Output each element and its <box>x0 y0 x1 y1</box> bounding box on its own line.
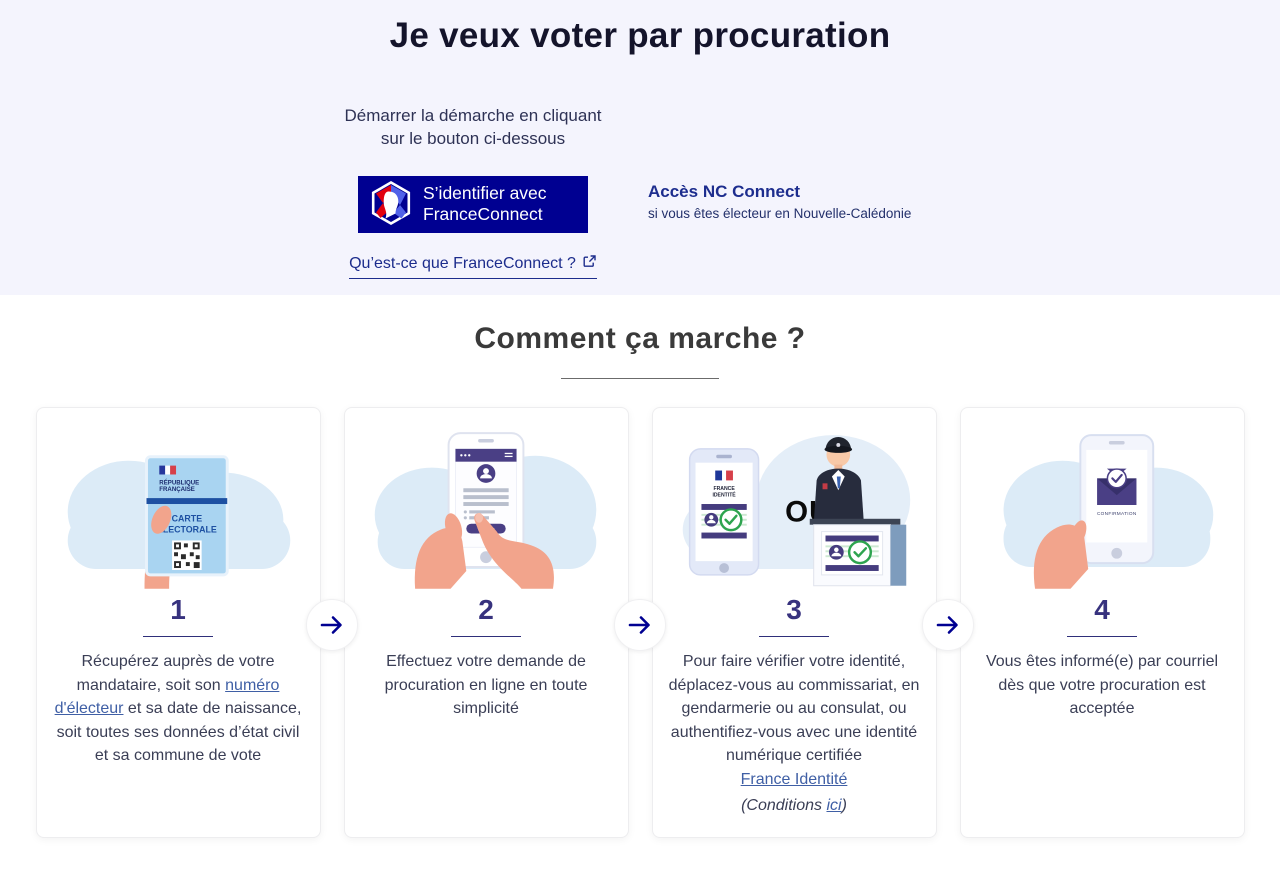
nc-connect-block: Accès NC Connect si vous êtes électeur e… <box>648 182 911 221</box>
step4-illustration: CONFIRMATION <box>1003 434 1214 589</box>
franceconnect-button[interactable]: S’identifier avec FranceConnect <box>358 175 588 233</box>
right-arrow-icon <box>320 616 342 634</box>
right-arrow-icon <box>936 616 958 634</box>
svg-text:FRANÇAISE: FRANÇAISE <box>159 486 195 493</box>
step3-illustration: FRANCE IDENTITÉ OU <box>682 435 911 587</box>
nc-connect-subtitle: si vous êtes électeur en Nouvelle-Calédo… <box>648 206 912 221</box>
svg-text:CARTE: CARTE <box>172 514 203 524</box>
svg-text:FRANCE: FRANCE <box>713 486 735 492</box>
step1-illustration: RÉPUBLIQUE FRANÇAISE CARTE ÉLECTORALE <box>67 455 291 589</box>
page-title: Je veux voter par procuration <box>389 16 891 55</box>
nc-connect-link[interactable]: Accès NC Connect <box>648 182 801 201</box>
how-it-works-section: Comment ça marche ? RÉPUBLIQUE FRANÇAISE <box>0 322 1280 838</box>
arrow-circle <box>921 599 974 651</box>
step-card-3: FRANCE IDENTITÉ OU <box>651 407 937 838</box>
step-number-rule <box>143 636 213 637</box>
voter-number-link[interactable]: numéro d'électeur <box>54 676 280 718</box>
svg-text:ÉLECTORALE: ÉLECTORALE <box>157 525 217 535</box>
hero-section: Je veux voter par procuration Démarrer l… <box>0 0 1280 295</box>
step-number: 1 <box>170 594 186 625</box>
arrow-circle <box>305 599 358 651</box>
svg-text:RÉPUBLIQUE: RÉPUBLIQUE <box>159 478 199 486</box>
step-number: 2 <box>478 594 494 625</box>
hero-row: Démarrer la démarche en cliquant sur le b… <box>0 105 1280 279</box>
step-number: 3 <box>786 594 802 625</box>
section-title: Comment ça marche ? <box>474 322 806 355</box>
external-link-icon <box>582 254 597 274</box>
what-is-franceconnect-link[interactable]: Qu’est-ce que FranceConnect ? <box>349 254 597 279</box>
svg-text:CONFIRMATION: CONFIRMATION <box>1097 511 1137 517</box>
svg-text:IDENTITÉ: IDENTITÉ <box>712 491 736 499</box>
arrow-circle <box>613 599 666 651</box>
france-identite-line: France Identité <box>665 768 924 792</box>
france-identite-link[interactable]: France Identité <box>740 770 848 788</box>
right-arrow-icon <box>628 616 650 634</box>
section-divider <box>561 378 719 379</box>
franceconnect-button-label: S’identifier avec FranceConnect <box>423 183 547 225</box>
step-number-rule <box>759 636 829 637</box>
step-card-2: valider 2 Effectuez votre demande de pro… <box>343 407 629 838</box>
step-card-4: CONFIRMATION 4 Vous êtes informé(e) par … <box>959 407 1245 838</box>
conditions-link[interactable]: ici <box>826 797 842 815</box>
step-card-1: RÉPUBLIQUE FRANÇAISE CARTE ÉLECTORALE <box>35 407 321 838</box>
conditions-line: (Conditions ici) <box>741 797 847 815</box>
franceconnect-logo-icon <box>368 180 414 229</box>
step-number: 4 <box>1094 594 1110 625</box>
step-number-rule <box>1067 636 1137 637</box>
steps-row: RÉPUBLIQUE FRANÇAISE CARTE ÉLECTORALE <box>35 407 1245 838</box>
step2-illustration: valider <box>374 432 597 589</box>
step-text: Pour faire vérifier votre identité, dépl… <box>668 653 920 765</box>
step-text: Vous êtes informé(e) par courriel dès qu… <box>985 653 1219 718</box>
step-text: Récupérez auprès de votre mandataire, so… <box>54 653 302 765</box>
intro-text: Démarrer la démarche en cliquant sur le b… <box>344 106 602 148</box>
step-text: Effectuez votre demande de procuration e… <box>384 653 588 718</box>
franceconnect-block: Démarrer la démarche en cliquant sur le b… <box>313 105 633 279</box>
step-number-rule <box>451 636 521 637</box>
